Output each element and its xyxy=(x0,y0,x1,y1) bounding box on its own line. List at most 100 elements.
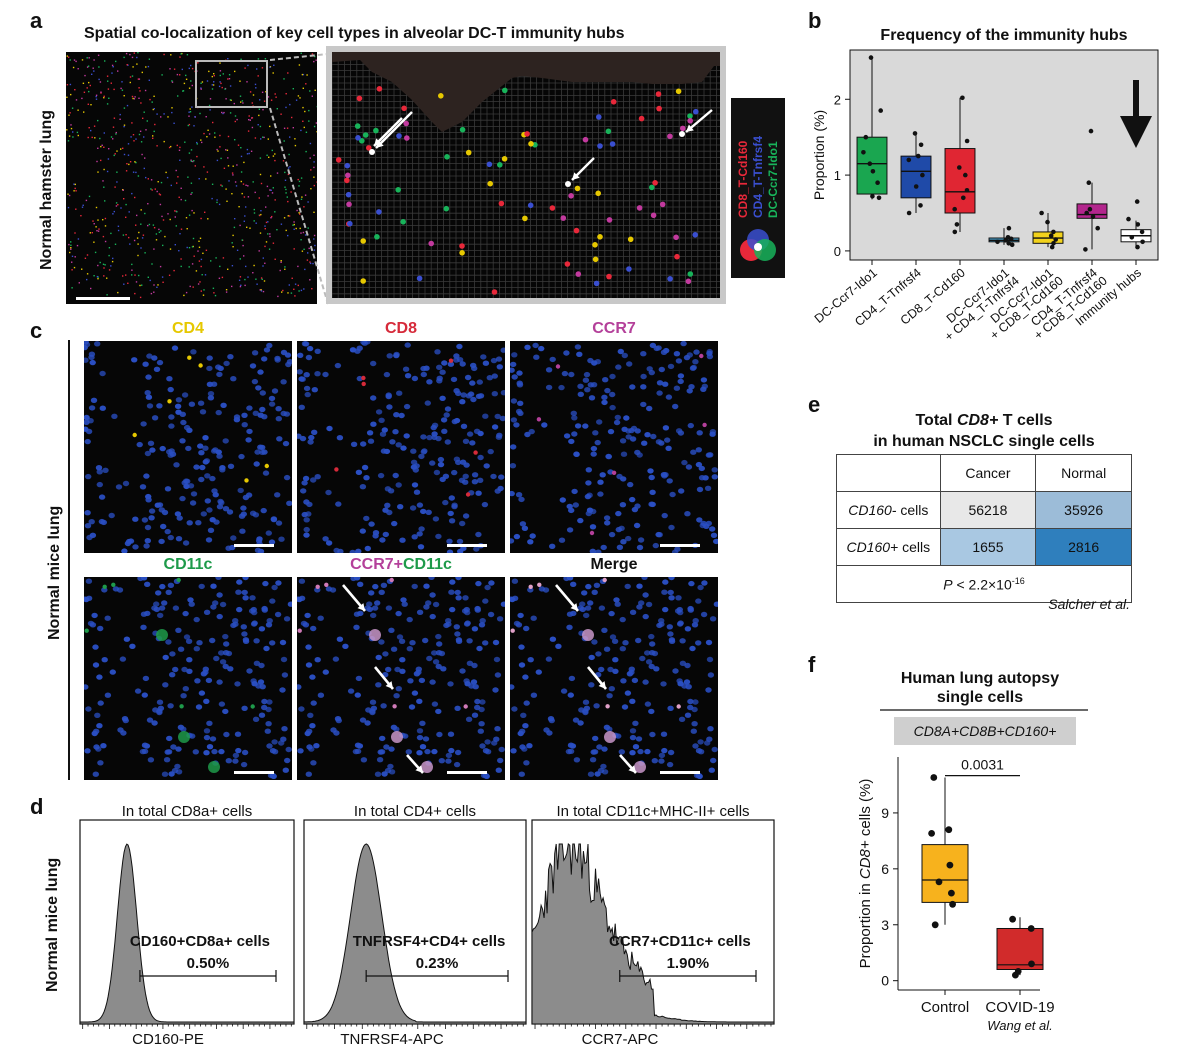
nucleus xyxy=(397,504,404,510)
spot xyxy=(183,82,186,85)
spot xyxy=(199,237,202,239)
nucleus xyxy=(692,618,699,624)
nucleus xyxy=(271,739,278,745)
nucleus xyxy=(240,624,247,630)
nucleus xyxy=(436,364,443,370)
spot xyxy=(595,190,601,197)
nucleus xyxy=(203,728,211,734)
nucleus xyxy=(518,771,525,777)
spot xyxy=(260,213,262,216)
nucleus xyxy=(461,608,469,614)
spot xyxy=(298,180,301,183)
spot xyxy=(262,109,264,111)
flow-title: In total CD4+ cells xyxy=(354,803,476,820)
nucleus xyxy=(613,597,620,603)
nucleus xyxy=(297,748,304,754)
spot xyxy=(189,111,192,113)
nucleus xyxy=(96,674,103,680)
nucleus xyxy=(672,403,679,410)
nucleus xyxy=(631,677,639,684)
nucleus xyxy=(156,502,164,508)
nucleus xyxy=(153,366,161,372)
nucleus xyxy=(581,590,588,596)
nucleus xyxy=(678,488,685,494)
spot xyxy=(97,276,99,278)
spot xyxy=(207,218,209,220)
spot xyxy=(140,209,142,211)
spot xyxy=(270,189,272,191)
nucleus xyxy=(230,376,237,382)
spot xyxy=(167,116,169,118)
nucleus xyxy=(431,748,438,755)
nucleus xyxy=(431,431,438,437)
nucleus xyxy=(607,666,614,673)
spot xyxy=(133,52,135,54)
nucleus xyxy=(144,538,151,544)
spot xyxy=(125,52,128,55)
spot xyxy=(274,93,276,95)
spot xyxy=(248,152,250,155)
nucleus xyxy=(438,758,445,764)
nucleus xyxy=(300,488,307,494)
spot xyxy=(71,269,73,271)
spot xyxy=(287,200,289,203)
spot xyxy=(298,290,300,292)
nucleus xyxy=(648,474,655,481)
nucleus xyxy=(618,525,625,531)
spot xyxy=(151,189,153,191)
nucleus xyxy=(241,705,248,711)
data-point xyxy=(1140,239,1145,245)
spot xyxy=(70,247,72,249)
nucleus xyxy=(664,437,671,443)
nucleus xyxy=(196,640,203,646)
marker-spot xyxy=(528,584,533,589)
nucleus xyxy=(259,390,266,396)
data-point xyxy=(863,134,869,140)
spot xyxy=(135,171,137,174)
nucleus xyxy=(646,405,653,412)
nucleus xyxy=(366,606,373,613)
spot xyxy=(592,256,599,263)
nucleus xyxy=(370,360,377,367)
nucleus xyxy=(637,537,645,543)
data-point xyxy=(1006,241,1011,246)
nucleus xyxy=(168,448,175,454)
spot xyxy=(287,215,289,217)
nucleus xyxy=(619,616,626,623)
nucleus xyxy=(667,363,675,370)
row-label-cd160-neg: CD160- cells xyxy=(836,491,941,529)
panel-label-a: a xyxy=(30,8,43,33)
spot xyxy=(305,150,307,153)
spot xyxy=(128,163,130,166)
spot xyxy=(139,296,142,299)
spot xyxy=(86,278,88,281)
nucleus xyxy=(621,352,628,359)
nucleus xyxy=(266,743,273,749)
spot xyxy=(400,219,406,225)
nucleus xyxy=(442,499,449,506)
nucleus xyxy=(515,408,523,415)
nucleus xyxy=(434,349,441,355)
nucleus xyxy=(242,595,249,601)
nucleus xyxy=(429,613,436,620)
spot xyxy=(154,188,156,190)
spot xyxy=(290,292,293,294)
nucleus xyxy=(406,646,413,652)
nucleus xyxy=(419,720,426,726)
nucleus xyxy=(454,589,461,596)
nucleus xyxy=(311,387,318,393)
nucleus xyxy=(677,378,684,385)
spot xyxy=(692,232,698,238)
spot xyxy=(211,88,214,90)
nucleus xyxy=(251,378,259,385)
positive-cell xyxy=(582,629,594,641)
nucleus xyxy=(604,520,611,526)
spot xyxy=(117,291,119,294)
data-point xyxy=(876,195,882,201)
nucleus xyxy=(684,511,691,517)
y-tick-label: 1 xyxy=(834,168,841,183)
spot xyxy=(103,132,105,134)
nucleus xyxy=(589,524,597,530)
nucleus xyxy=(375,682,382,688)
nucleus xyxy=(705,639,713,646)
